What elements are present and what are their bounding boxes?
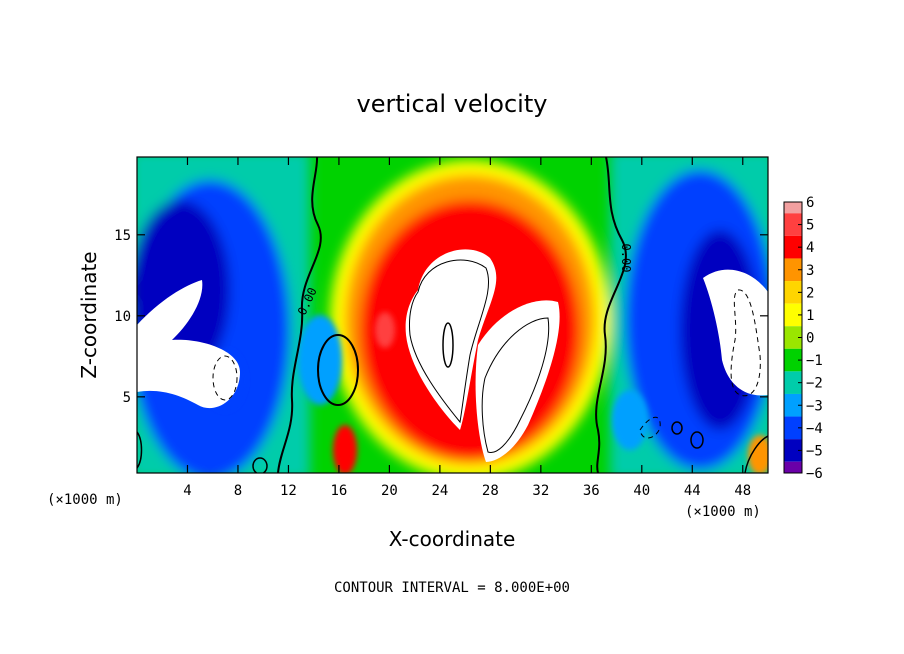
x-tick-label: 36 — [583, 483, 600, 499]
x-tick-label: 48 — [734, 483, 751, 499]
plot-frame — [136, 156, 769, 474]
x-tick-label: 32 — [532, 483, 549, 499]
x-axis: 4 8 12 16 20 24 28 32 36 40 44 48 — [183, 157, 751, 499]
colorbar-tick-label: 2 — [806, 285, 814, 301]
negative-contour-right — [730, 289, 761, 397]
colorbar-swatch — [784, 326, 802, 349]
chart-title: vertical velocity — [357, 90, 548, 118]
x-tick-label: 12 — [280, 483, 297, 499]
colorbar-tick-label: 6 — [806, 195, 814, 211]
colorbar-tick-label: 3 — [806, 263, 814, 279]
colorbar-swatch — [784, 303, 802, 327]
y-axis-label: Z-coordinate — [77, 251, 101, 378]
x-tick-label: 24 — [431, 483, 448, 499]
colorbar-swatch — [784, 202, 802, 214]
colorbar-swatch — [784, 235, 802, 259]
x-tick-label: 44 — [684, 483, 701, 499]
updraft-core-right — [475, 300, 560, 462]
zero-contour-loop — [317, 334, 359, 406]
plot-area — [137, 157, 768, 473]
x-axis-label: X-coordinate — [389, 527, 516, 551]
colorbar-swatch — [784, 371, 802, 394]
colorbar-tick-label: 1 — [806, 308, 814, 324]
contour-label-right: 0.00 — [619, 244, 633, 273]
colorbar-swatch — [784, 281, 802, 304]
white-region-left — [137, 280, 240, 409]
colorbar-swatch — [784, 213, 802, 236]
x-tick-label: 16 — [330, 483, 347, 499]
colorbar-swatch — [784, 416, 802, 440]
colorbar-tick-label: −2 — [806, 376, 823, 392]
x-tick-label: 28 — [482, 483, 499, 499]
colorbar-tick-label: −3 — [806, 398, 823, 414]
x-tick-label: 4 — [183, 483, 191, 499]
x-unit-left: (×1000 m) — [47, 492, 123, 508]
colorbar: 6 5 4 3 2 1 0 −1 −2 −3 −4 −5 −6 — [783, 195, 823, 482]
colorbar-swatch — [784, 258, 802, 282]
x-tick-label: 20 — [381, 483, 398, 499]
colorbar-swatch — [784, 348, 802, 372]
colorbar-tick-label: −5 — [806, 443, 823, 459]
colorbar-tick-label: −6 — [806, 466, 823, 482]
updraft-core-left — [405, 249, 497, 430]
positive-contour-right — [481, 317, 550, 454]
positive-contour-left — [409, 259, 490, 424]
zero-contour-left — [277, 157, 322, 473]
colorbar-tick-label: 0 — [806, 331, 814, 347]
negative-contour-left — [212, 355, 238, 401]
contour-interval-footer: CONTOUR INTERVAL = 8.000E+00 — [334, 580, 570, 596]
colorbar-tick-label: 5 — [806, 218, 814, 234]
colorbar-tick-label: 4 — [806, 240, 814, 256]
y-tick-label: 5 — [123, 390, 131, 406]
y-tick-label: 15 — [114, 228, 131, 244]
zero-contour-right — [595, 157, 627, 473]
y-tick-label: 10 — [114, 309, 131, 325]
y-axis: 5 10 15 — [114, 228, 768, 406]
x-tick-label: 8 — [234, 483, 242, 499]
x-tick-label: 40 — [633, 483, 650, 499]
colorbar-swatch — [784, 393, 802, 417]
colorbar-tick-label: −1 — [806, 353, 823, 369]
colorbar-swatch — [784, 461, 802, 473]
colorbar-swatch — [784, 439, 802, 462]
colorbar-tick-label: −4 — [806, 421, 823, 437]
x-unit-right: (×1000 m) — [685, 504, 761, 520]
